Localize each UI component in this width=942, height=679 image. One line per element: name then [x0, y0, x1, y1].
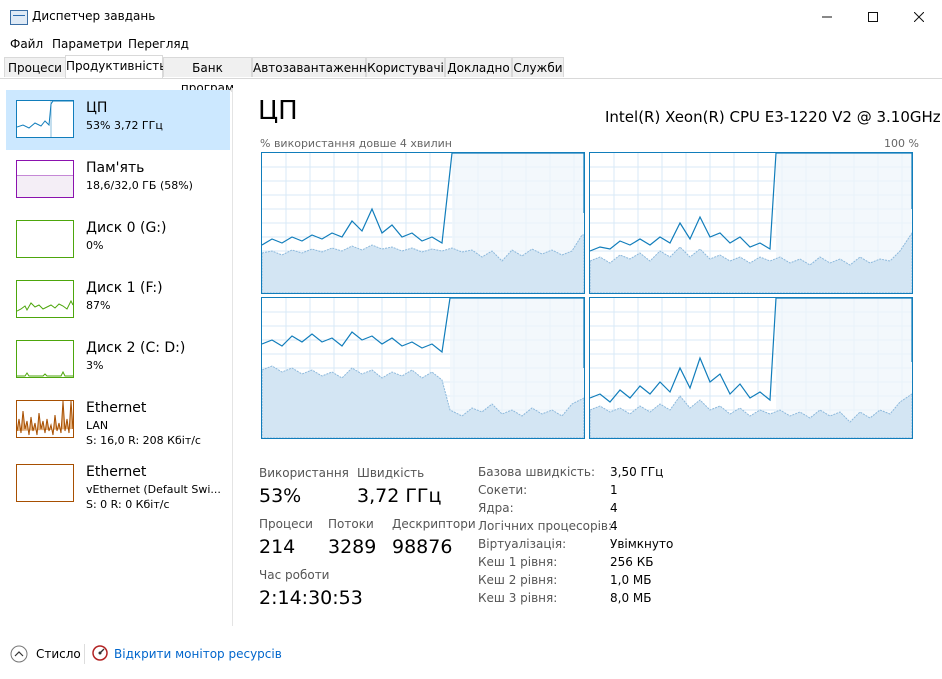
memory-thumbnail — [16, 160, 74, 198]
usage-value: 53% — [259, 485, 302, 507]
usage-label: Використання — [259, 466, 349, 480]
open-resource-monitor-link[interactable]: Відкрити монітор ресурсів — [114, 647, 282, 661]
cpu-graph-core-3 — [589, 297, 913, 439]
spec-value: 1,0 МБ — [610, 573, 652, 587]
handles-label: Дескриптори — [392, 517, 476, 531]
ethernet-vethernet-thumbnail — [16, 464, 74, 502]
window-title: Диспетчер завдань — [32, 9, 156, 23]
resource-list: ЦП 53% 3,72 ГГц Пам'ять 18,6/32,0 ГБ (58… — [0, 79, 232, 625]
chevron-up-icon — [10, 645, 28, 663]
spec-value: 256 КБ — [610, 555, 654, 569]
spec-label: Кеш 1 рівня: — [478, 555, 558, 569]
graph-max-label: 100 % — [884, 137, 919, 150]
disk-2-thumbnail — [16, 340, 74, 378]
spec-label: Кеш 2 рівня: — [478, 573, 558, 587]
close-icon — [914, 12, 924, 22]
cpu-graph-core-1 — [589, 152, 913, 294]
task-manager-icon — [10, 10, 28, 25]
resource-disk-2[interactable]: Диск 2 (C: D:) 3% — [6, 330, 230, 390]
resource-cpu[interactable]: ЦП 53% 3,72 ГГц — [6, 90, 230, 150]
resource-disk-0[interactable]: Диск 0 (G:) 0% — [6, 210, 230, 270]
spec-value: 1 — [610, 483, 618, 497]
resource-subtitle: 3% — [86, 359, 104, 372]
resource-subtitle: LAN — [86, 419, 109, 432]
minimize-button[interactable] — [804, 0, 850, 34]
resource-subtitle: 18,6/32,0 ГБ (58%) — [86, 179, 193, 192]
resource-title: ЦП — [86, 100, 108, 116]
fewer-details-label[interactable]: Стисло — [36, 647, 81, 661]
handles-value: 98876 — [392, 536, 453, 558]
spec-value: 8,0 МБ — [610, 591, 652, 605]
cpu-graph-core-2 — [261, 297, 585, 439]
close-button[interactable] — [896, 0, 942, 34]
menu-file[interactable]: Файл — [10, 37, 44, 51]
spec-value: 4 — [610, 501, 618, 515]
title-bar[interactable]: Диспетчер завдань — [0, 0, 942, 34]
fewer-details-button[interactable] — [10, 645, 28, 667]
menu-view[interactable]: Перегляд — [128, 37, 189, 51]
footer-separator — [84, 644, 85, 664]
tab-details[interactable]: Докладно — [445, 57, 512, 77]
spec-label: Ядра: — [478, 501, 514, 515]
resource-subtitle: 53% 3,72 ГГц — [86, 119, 163, 132]
resource-title: Диск 0 (G:) — [86, 220, 167, 236]
speed-value: 3,72 ГГц — [357, 485, 442, 507]
disk-1-thumbnail — [16, 280, 74, 318]
resource-subtitle: 0% — [86, 239, 104, 252]
resource-title: Диск 2 (C: D:) — [86, 340, 186, 356]
cpu-model: Intel(R) Xeon(R) CPU E3-1220 V2 @ 3.10GH… — [605, 108, 941, 126]
spec-label: Кеш 3 рівня: — [478, 591, 558, 605]
resource-title: Пам'ять — [86, 160, 145, 176]
resource-ethernet-vethernet[interactable]: Ethernet vEthernet (Default Swi... S: 0 … — [6, 456, 230, 516]
tab-processes[interactable]: Процеси — [4, 57, 66, 77]
maximize-icon — [868, 12, 878, 22]
spec-value: Увімкнуто — [610, 537, 674, 551]
spec-label: Сокети: — [478, 483, 528, 497]
resource-throughput: S: 0 R: 0 Кбіт/с — [86, 498, 170, 511]
ethernet-lan-thumbnail — [16, 400, 74, 438]
tab-services[interactable]: Служби — [512, 57, 564, 77]
page-title: ЦП — [258, 96, 298, 126]
cpu-thumbnail — [16, 100, 74, 138]
sidebar-divider — [232, 88, 233, 626]
cpu-graph-core-0 — [261, 152, 585, 294]
uptime-value: 2:14:30:53 — [259, 587, 363, 609]
menu-bar: Файл Параметри Перегляд — [0, 34, 942, 54]
spec-value: 4 — [610, 519, 618, 533]
resource-monitor-icon — [92, 645, 108, 665]
minimize-icon — [822, 16, 832, 18]
tab-performance[interactable]: Продуктивність — [65, 55, 166, 78]
resource-disk-1[interactable]: Диск 1 (F:) 87% — [6, 270, 230, 330]
resource-title: Ethernet — [86, 464, 147, 480]
footer: Стисло Відкрити монітор ресурсів — [0, 640, 942, 670]
tab-users[interactable]: Користувачі — [366, 57, 445, 77]
processes-label: Процеси — [259, 517, 313, 531]
resource-title: Ethernet — [86, 400, 147, 416]
threads-label: Потоки — [328, 517, 374, 531]
spec-label: Віртуалізація: — [478, 537, 567, 551]
resource-subtitle: 87% — [86, 299, 111, 312]
processes-value: 214 — [259, 536, 296, 558]
tab-app-history[interactable]: Банк програм — [163, 57, 252, 95]
spec-value: 3,50 ГГц — [610, 465, 664, 479]
resource-title: Диск 1 (F:) — [86, 280, 163, 296]
resource-subtitle: vEthernet (Default Swi... — [86, 483, 221, 496]
spec-label: Базова швидкість: — [478, 465, 595, 479]
graph-axis-label: % використання довше 4 хвилин — [260, 137, 452, 150]
resource-ethernet-lan[interactable]: Ethernet LAN S: 16,0 R: 208 Кбіт/с — [6, 390, 230, 450]
spec-label: Логічних процесорів: — [478, 519, 613, 533]
resource-memory[interactable]: Пам'ять 18,6/32,0 ГБ (58%) — [6, 150, 230, 210]
tab-strip: Процеси Продуктивність Банк програм Авто… — [0, 55, 942, 95]
maximize-button[interactable] — [850, 0, 896, 34]
uptime-label: Час роботи — [259, 568, 330, 582]
disk-0-thumbnail — [16, 220, 74, 258]
resource-throughput: S: 16,0 R: 208 Кбіт/с — [86, 434, 201, 447]
tab-startup[interactable]: Автозавантаження — [252, 57, 374, 77]
menu-options[interactable]: Параметри — [52, 37, 123, 51]
speed-label: Швидкість — [357, 466, 425, 480]
threads-value: 3289 — [328, 536, 377, 558]
